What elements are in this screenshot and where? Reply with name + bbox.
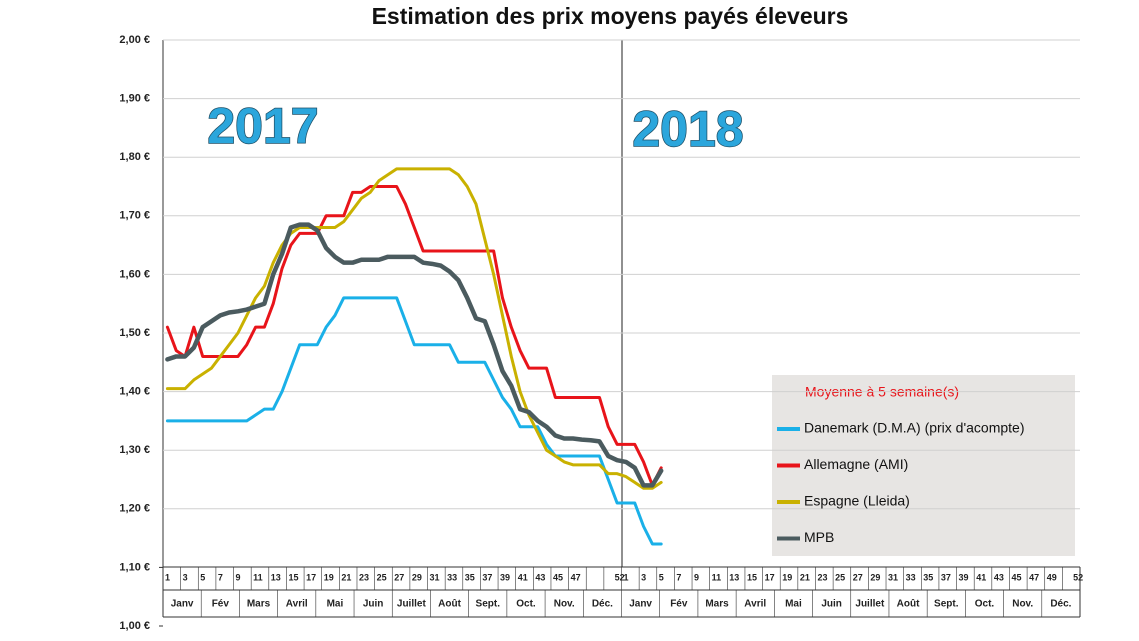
x-tick-label: 11: [712, 572, 722, 582]
x-tick-label: 47: [1029, 572, 1039, 582]
x-tick-label: 13: [729, 572, 739, 582]
month-label: Mars: [705, 599, 729, 610]
chart-title: Estimation des prix moyens payés éleveur…: [372, 3, 849, 29]
month-label: Fév: [670, 599, 688, 610]
x-tick-label: 45: [1011, 572, 1021, 582]
legend-label: MPB: [804, 529, 834, 545]
month-label: Juillet: [397, 599, 427, 610]
x-tick-label: 41: [976, 572, 986, 582]
x-tick-label: 33: [447, 572, 457, 582]
month-label: Sept.: [934, 599, 959, 610]
month-label: Nov.: [1012, 599, 1033, 610]
x-tick-label: 37: [941, 572, 951, 582]
x-tick-label: 21: [800, 572, 810, 582]
y-tick-label: 1,60 €: [119, 268, 150, 280]
series-line: [165, 222, 664, 488]
x-tick-label: 23: [817, 572, 827, 582]
x-tick-label: 11: [253, 572, 263, 582]
month-label: Janv: [171, 599, 194, 610]
x-tick-label: 31: [430, 572, 440, 582]
x-tick-label: 7: [676, 572, 681, 582]
month-label: Avril: [744, 599, 766, 610]
series-line: [165, 296, 663, 546]
year-annotation: 2017: [207, 98, 318, 154]
x-tick-label: 29: [412, 572, 422, 582]
x-tick-label: 9: [236, 572, 241, 582]
x-tick-label: 21: [341, 572, 351, 582]
x-tick-label: 33: [906, 572, 916, 582]
x-tick-label: 1: [165, 572, 170, 582]
y-tick-label: 1,40 €: [119, 386, 150, 398]
x-tick-label: 5: [659, 572, 664, 582]
legend-label: Danemark (D.M.A) (prix d'acompte): [804, 420, 1025, 436]
x-tick-label: 25: [377, 572, 387, 582]
y-tick-label: 1,80 €: [119, 151, 150, 163]
month-label: Oct.: [516, 599, 536, 610]
month-label: Mai: [327, 599, 344, 610]
x-tick-label: 23: [359, 572, 369, 582]
month-label: Fév: [212, 599, 230, 610]
month-label: Mars: [247, 599, 271, 610]
month-label: Janv: [629, 599, 652, 610]
series-line: [165, 185, 663, 487]
legend-label: Allemagne (AMI): [804, 456, 908, 472]
y-tick-label: 1,50 €: [119, 327, 150, 339]
x-tick-label: 3: [641, 572, 646, 582]
y-tick-label: 1,90 €: [119, 93, 150, 105]
y-tick-label: 1,10 €: [119, 561, 150, 573]
x-tick-label: 39: [959, 572, 969, 582]
x-tick-label: 13: [271, 572, 281, 582]
y-tick-label: 2,00 €: [119, 34, 150, 46]
y-tick-label: 1,70 €: [119, 210, 150, 222]
y-tick-label: 1,30 €: [119, 444, 150, 456]
y-tick-label: 1,20 €: [119, 503, 150, 515]
x-tick-label: 35: [465, 572, 475, 582]
x-tick-label: 52: [615, 572, 625, 582]
month-label: Juin: [821, 599, 842, 610]
legend-label: Espagne (Lleida): [804, 493, 910, 509]
month-label: Sept.: [476, 599, 501, 610]
month-label: Avril: [286, 599, 308, 610]
x-tick-label: 39: [500, 572, 510, 582]
x-tick-label: 19: [324, 572, 334, 582]
year-annotation: 2018: [632, 101, 743, 157]
x-tick-label: 45: [553, 572, 563, 582]
x-tick-label: 1: [624, 572, 629, 582]
month-label: Déc.: [1050, 599, 1071, 610]
month-label: Mai: [785, 599, 802, 610]
month-label: Juin: [363, 599, 384, 610]
x-tick-label: 52: [1073, 572, 1083, 582]
x-tick-label: 17: [306, 572, 316, 582]
y-tick-label: 1,00 €: [119, 620, 150, 632]
month-label: Août: [438, 599, 461, 610]
legend-box: [772, 375, 1075, 556]
x-tick-label: 27: [853, 572, 863, 582]
x-tick-label: 31: [888, 572, 898, 582]
x-tick-label: 9: [694, 572, 699, 582]
month-label: Oct.: [975, 599, 995, 610]
x-tick-label: 29: [870, 572, 880, 582]
x-tick-label: 25: [835, 572, 845, 582]
x-tick-label: 37: [482, 572, 492, 582]
x-tick-label: 15: [288, 572, 298, 582]
x-tick-label: 17: [765, 572, 775, 582]
x-tick-label: 27: [394, 572, 404, 582]
x-tick-label: 19: [782, 572, 792, 582]
x-tick-label: 43: [535, 572, 545, 582]
x-tick-label: 43: [994, 572, 1004, 582]
x-tick-label: 41: [518, 572, 528, 582]
x-tick-label: 47: [571, 572, 581, 582]
month-label: Déc.: [592, 599, 613, 610]
x-tick-label: 49: [1047, 572, 1057, 582]
month-label: Août: [897, 599, 920, 610]
x-tick-label: 5: [200, 572, 205, 582]
x-tick-label: 35: [923, 572, 933, 582]
month-label: Nov.: [554, 599, 575, 610]
x-tick-label: 15: [747, 572, 757, 582]
x-tick-label: 3: [183, 572, 188, 582]
x-tick-label: 7: [218, 572, 223, 582]
month-label: Juillet: [855, 599, 885, 610]
